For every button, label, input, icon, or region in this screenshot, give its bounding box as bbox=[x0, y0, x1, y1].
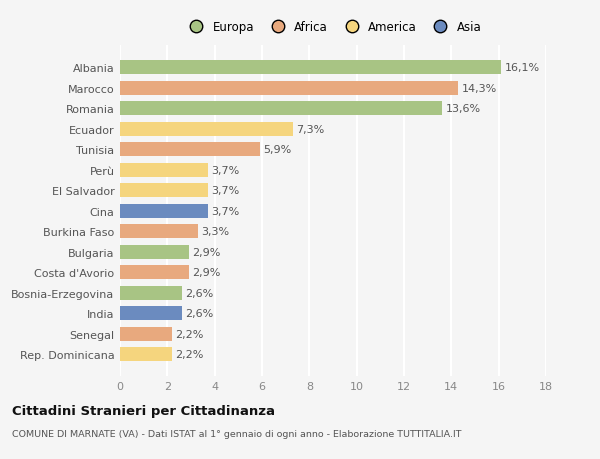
Text: 16,1%: 16,1% bbox=[505, 63, 540, 73]
Text: Cittadini Stranieri per Cittadinanza: Cittadini Stranieri per Cittadinanza bbox=[12, 404, 275, 417]
Text: 14,3%: 14,3% bbox=[462, 84, 497, 93]
Bar bbox=[120, 224, 198, 239]
Bar bbox=[120, 245, 188, 259]
Text: 3,7%: 3,7% bbox=[211, 186, 239, 196]
Text: 7,3%: 7,3% bbox=[296, 124, 325, 134]
Bar bbox=[120, 163, 208, 177]
Bar bbox=[120, 81, 458, 95]
Legend: Europa, Africa, America, Asia: Europa, Africa, America, Asia bbox=[182, 19, 484, 36]
Text: 2,9%: 2,9% bbox=[192, 247, 221, 257]
Text: 2,9%: 2,9% bbox=[192, 268, 221, 278]
Bar bbox=[120, 347, 172, 361]
Text: 2,6%: 2,6% bbox=[185, 288, 214, 298]
Bar bbox=[120, 204, 208, 218]
Text: 5,9%: 5,9% bbox=[263, 145, 292, 155]
Bar bbox=[120, 122, 293, 136]
Bar bbox=[120, 184, 208, 198]
Text: 3,3%: 3,3% bbox=[202, 227, 230, 236]
Text: 13,6%: 13,6% bbox=[445, 104, 481, 114]
Bar bbox=[120, 327, 172, 341]
Text: COMUNE DI MARNATE (VA) - Dati ISTAT al 1° gennaio di ogni anno - Elaborazione TU: COMUNE DI MARNATE (VA) - Dati ISTAT al 1… bbox=[12, 429, 461, 438]
Text: 2,2%: 2,2% bbox=[176, 349, 204, 359]
Bar bbox=[120, 102, 442, 116]
Text: 2,2%: 2,2% bbox=[176, 329, 204, 339]
Bar bbox=[120, 266, 188, 280]
Bar bbox=[120, 143, 260, 157]
Text: 3,7%: 3,7% bbox=[211, 165, 239, 175]
Bar bbox=[120, 61, 501, 75]
Bar bbox=[120, 307, 182, 320]
Text: 2,6%: 2,6% bbox=[185, 308, 214, 319]
Text: 3,7%: 3,7% bbox=[211, 206, 239, 216]
Bar bbox=[120, 286, 182, 300]
